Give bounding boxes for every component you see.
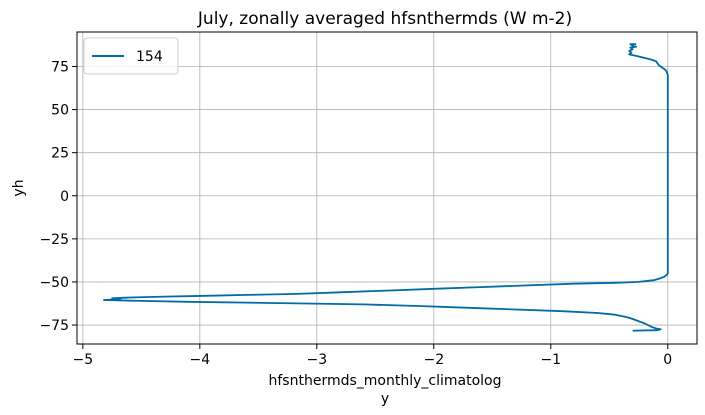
legend-label: 154 [136, 49, 163, 65]
y-tick-label: −25 [39, 232, 69, 248]
x-tick-label: −2 [423, 352, 444, 368]
x-tick-label: −1 [540, 352, 561, 368]
x-tick-label: −5 [73, 352, 94, 368]
axes-layer: −5 −4 −3 −2 −1 0 −75 −50 −25 0 25 50 75 [39, 31, 698, 368]
y-tick-label: 75 [51, 59, 69, 75]
y-tick-label: −50 [39, 275, 69, 291]
y-tick-label: 50 [51, 103, 69, 119]
y-axis-label: yh [11, 179, 27, 196]
x-tick-label: 0 [663, 352, 672, 368]
x-axis-label-line1: hfsnthermds_monthly_climatolog [269, 373, 502, 389]
plot-frame [76, 31, 698, 345]
chart-title: July, zonally averaged hfsnthermds (W m-… [197, 9, 572, 29]
y-tick-label: 25 [51, 146, 69, 162]
y-tick-label: 0 [60, 189, 69, 205]
series-layer [103, 43, 669, 332]
legend: 154 [83, 37, 179, 75]
series-line [103, 43, 669, 332]
x-tick-label: −4 [190, 352, 211, 368]
y-tick-label: −75 [39, 318, 69, 334]
x-tick-label: −3 [306, 352, 327, 368]
legend-frame [83, 37, 179, 75]
x-axis-label-line2: y [381, 391, 389, 407]
